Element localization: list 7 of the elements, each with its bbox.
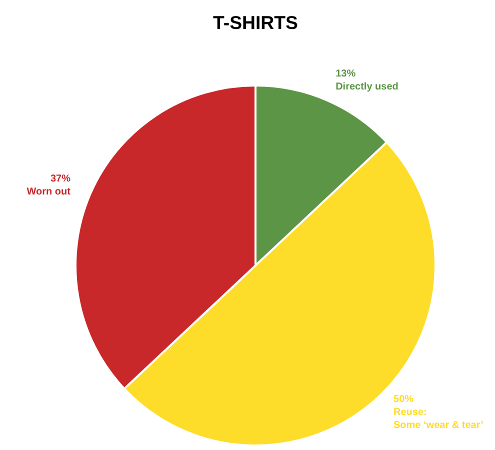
slice-label: Worn out <box>26 186 72 198</box>
data-label: 37% <box>50 173 71 184</box>
chart-title: T-SHIRTS <box>213 12 298 33</box>
slice-label: Directly used <box>336 82 398 93</box>
slice-label: Reuse: Some ‘wear & tear’ <box>394 406 484 432</box>
data-label: 13% <box>336 68 356 80</box>
data-label: 50% <box>394 394 414 405</box>
